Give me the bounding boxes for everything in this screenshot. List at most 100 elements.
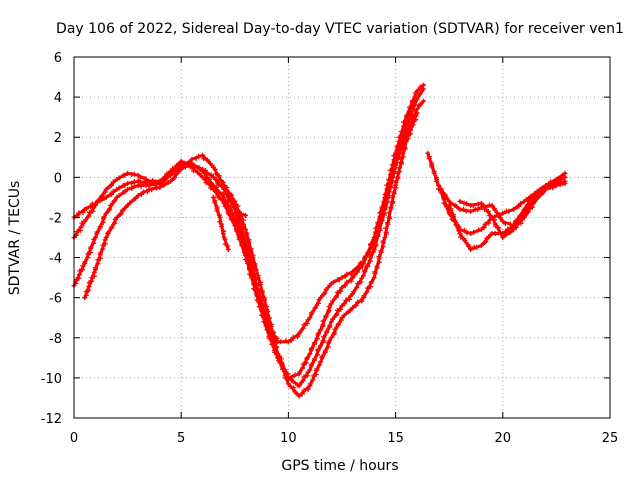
data-point [379, 216, 385, 222]
data-point [285, 377, 291, 383]
data-point [434, 178, 440, 184]
data-point [388, 204, 394, 210]
data-point [197, 165, 203, 171]
data-point [224, 192, 230, 198]
data-point [382, 235, 388, 240]
data-point [110, 188, 116, 194]
data-point [334, 289, 340, 295]
data-point [290, 334, 296, 340]
data-point [508, 229, 514, 235]
data-point [330, 279, 336, 285]
data-point [257, 282, 263, 288]
data-point [309, 345, 315, 351]
data-point [217, 177, 223, 183]
data-point [351, 289, 357, 295]
data-point [229, 217, 235, 223]
data-point [409, 98, 415, 104]
data-point [400, 150, 406, 156]
data-point [116, 192, 122, 198]
data-point [466, 243, 472, 249]
data-point [391, 189, 397, 195]
data-point [315, 346, 321, 352]
data-point [327, 323, 333, 329]
data-point [112, 198, 118, 204]
data-point [200, 152, 206, 158]
data-point [131, 183, 137, 189]
data-point [328, 335, 334, 341]
y-tick-label: -8 [49, 332, 62, 347]
series-track-5 [210, 194, 231, 253]
data-point [108, 202, 114, 208]
data-point [322, 290, 328, 296]
x-tick-label: 20 [495, 431, 512, 446]
data-point [139, 191, 144, 197]
data-point [101, 214, 107, 220]
data-point [304, 373, 310, 379]
data-point [209, 162, 215, 168]
data-point [214, 189, 220, 195]
data-point [200, 166, 206, 172]
data-point [334, 293, 340, 299]
data-point [127, 200, 133, 206]
data-point [518, 220, 524, 226]
data-point [214, 176, 220, 182]
data-point [420, 98, 426, 104]
data-point [77, 268, 83, 274]
data-point [123, 204, 129, 210]
data-point [285, 339, 291, 345]
data-point [518, 200, 524, 206]
data-point [342, 283, 348, 289]
data-point [282, 375, 288, 381]
data-point [382, 203, 388, 209]
data-point [341, 312, 347, 318]
data-point [259, 290, 265, 296]
data-point [336, 277, 342, 283]
data-point [519, 217, 525, 223]
data-point [255, 275, 261, 281]
data-point [291, 385, 297, 391]
data-point [309, 309, 315, 315]
data-point [487, 232, 493, 238]
data-point [289, 374, 295, 380]
data-point [300, 378, 306, 384]
data-point [381, 211, 387, 217]
data-point [446, 202, 452, 208]
data-point [282, 368, 288, 374]
series-line [72, 83, 425, 380]
data-point [376, 254, 382, 260]
data-point [300, 361, 306, 367]
data-point [344, 279, 350, 285]
data-point [116, 185, 122, 191]
y-tick-label: -6 [49, 292, 62, 307]
data-point [125, 170, 131, 176]
series-track-1 [71, 86, 426, 345]
data-point [457, 198, 463, 204]
data-point [189, 156, 195, 162]
data-point [371, 275, 377, 281]
series-line [72, 87, 425, 344]
data-point [238, 210, 244, 216]
data-point [307, 381, 313, 387]
data-point [530, 201, 536, 207]
data-point [165, 179, 171, 185]
data-point [403, 118, 409, 124]
data-point [212, 166, 218, 172]
data-point [417, 84, 423, 90]
data-point [246, 253, 252, 259]
data-point [294, 382, 300, 388]
x-tick-label: 0 [70, 431, 78, 446]
data-point [378, 248, 384, 254]
data-point [482, 207, 488, 213]
data-point [90, 208, 96, 214]
data-point [222, 237, 228, 243]
data-point [318, 359, 324, 365]
data-point [511, 206, 517, 212]
data-point [377, 222, 383, 228]
data-point [243, 212, 249, 218]
data-point [88, 244, 94, 250]
data-point [210, 174, 216, 180]
data-point [107, 206, 113, 212]
data-point [78, 224, 84, 230]
y-tick-label: -12 [41, 412, 62, 427]
data-point [105, 229, 111, 235]
